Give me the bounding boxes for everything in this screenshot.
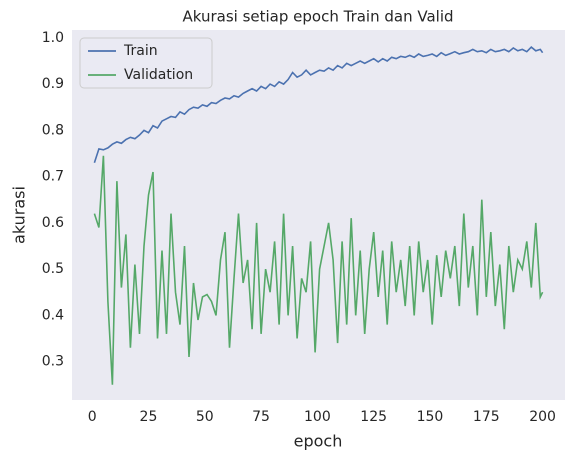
y-tick-label: 0.9 [42, 76, 64, 92]
series-line [93, 46, 544, 163]
y-tick-label: 1.0 [42, 30, 64, 46]
chart-title: Akurasi setiap epoch Train dan Valid [182, 8, 453, 26]
y-tick-label: 0.3 [42, 354, 64, 370]
y-tick-label: 0.8 [42, 122, 64, 138]
x-tick-label: 0 [88, 409, 97, 425]
y-axis-label: akurasi [10, 186, 29, 244]
x-tick-label: 125 [360, 409, 387, 425]
y-tick-label: 0.7 [42, 169, 64, 185]
x-axis-label: epoch [294, 432, 343, 451]
x-tick-label: 150 [417, 409, 444, 425]
x-tick-label: 25 [140, 409, 158, 425]
x-tick-label: 75 [252, 409, 270, 425]
legend-label: Train [123, 43, 158, 59]
x-tick-label: 200 [529, 409, 556, 425]
x-tick-label: 175 [473, 409, 500, 425]
y-tick-label: 0.4 [42, 307, 64, 323]
legend-label: Validation [124, 67, 193, 83]
y-tick-label: 0.5 [42, 261, 64, 277]
series-line [93, 155, 544, 385]
x-tick-label: 100 [304, 409, 331, 425]
y-tick-label: 0.6 [42, 215, 64, 231]
x-tick-label: 50 [196, 409, 214, 425]
